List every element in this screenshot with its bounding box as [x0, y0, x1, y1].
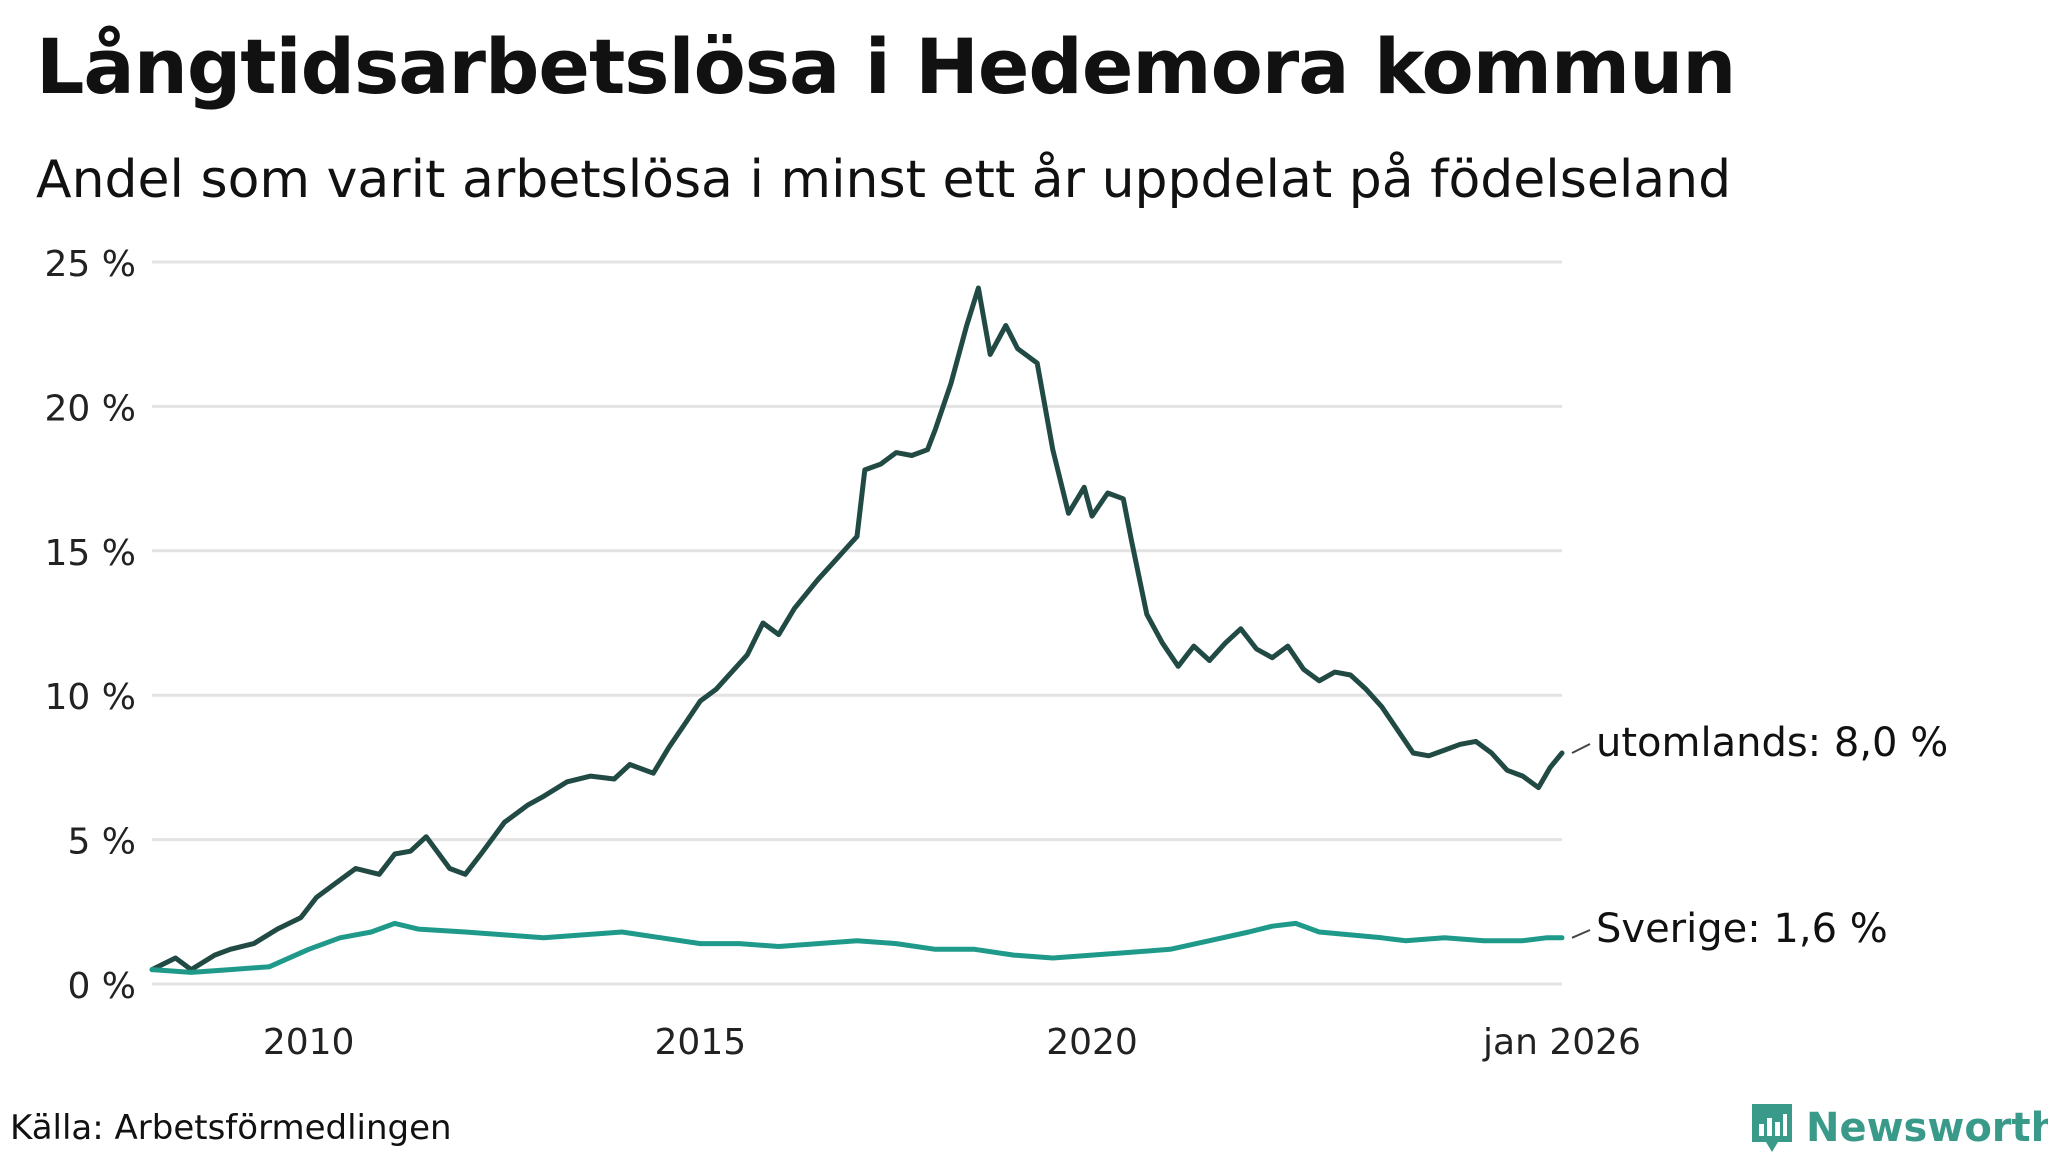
- end-label-sverige: Sverige: 1,6 %: [1596, 906, 1888, 952]
- y-tick-label: 15 %: [45, 533, 136, 574]
- grid-lines: [152, 260, 1562, 986]
- x-tick-label: 2010: [263, 1022, 355, 1063]
- y-tick-label: 0 %: [67, 966, 136, 1007]
- label-leader: [1571, 929, 1591, 939]
- series-lines: [149, 285, 1565, 975]
- series-end-labels: utomlands: 8,0 % Sverige: 1,6 %: [1571, 720, 1948, 952]
- brand-name: Newsworthy: [1806, 1105, 2048, 1151]
- x-tick-label: jan 2026: [1482, 1022, 1641, 1063]
- chart-title: Långtidsarbetslösa i Hedemora kommun: [36, 22, 1736, 111]
- y-axis-ticks: 0 % 5 % 10 % 15 % 20 % 25 %: [45, 244, 136, 1007]
- y-tick-label: 25 %: [45, 244, 136, 285]
- series-line-sverige: [149, 920, 1565, 975]
- newsworthy-icon: [1752, 1104, 1792, 1152]
- x-tick-label: 2015: [655, 1022, 747, 1063]
- series-line-utomlands: [149, 285, 1565, 973]
- x-axis-ticks: 2010 2015 2020 jan 2026: [263, 1022, 1641, 1063]
- end-label-utomlands: utomlands: 8,0 %: [1596, 720, 1948, 766]
- y-tick-label: 10 %: [45, 677, 136, 718]
- y-tick-label: 5 %: [67, 822, 136, 863]
- newsworthy-logo[interactable]: Newsworthy: [1748, 1098, 2048, 1158]
- y-tick-label: 20 %: [45, 388, 136, 429]
- label-leader: [1571, 743, 1591, 754]
- chart-subtitle: Andel som varit arbetslösa i minst ett å…: [36, 150, 1732, 210]
- x-tick-label: 2020: [1046, 1022, 1138, 1063]
- source-note: Källa: Arbetsförmedlingen: [10, 1108, 452, 1148]
